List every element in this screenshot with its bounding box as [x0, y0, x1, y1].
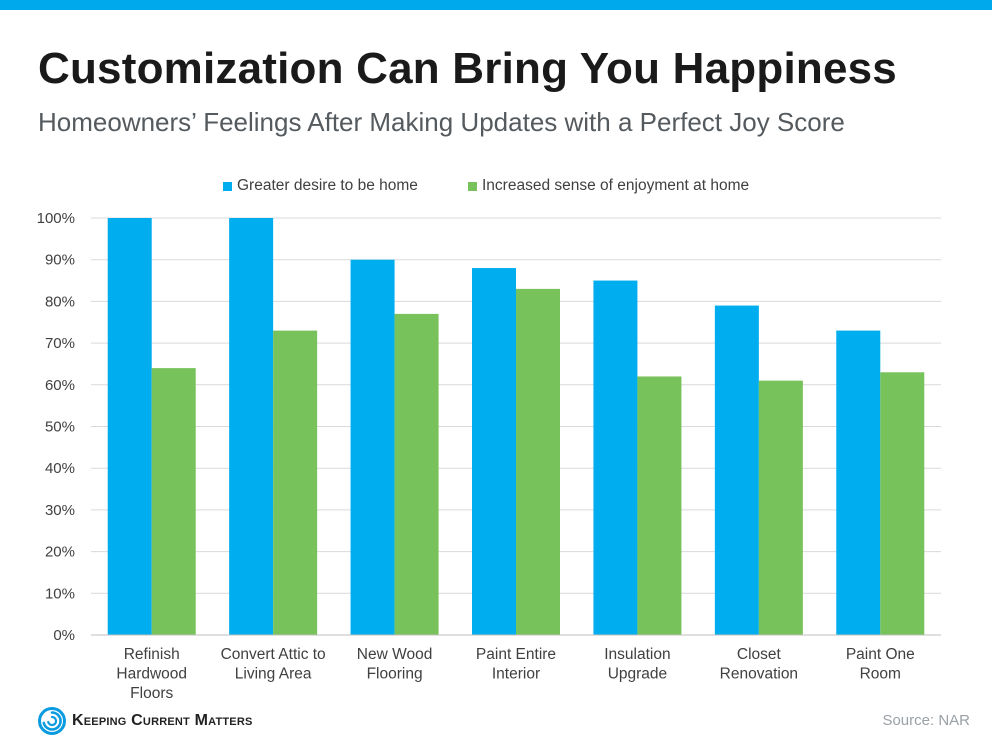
y-tick-label: 60% [45, 377, 75, 394]
bar-desire [107, 218, 152, 635]
bar-desire [229, 218, 274, 635]
y-tick-label: 40% [45, 460, 75, 477]
x-tick-label: Interior [492, 666, 540, 683]
x-tick-label: Refinish [124, 646, 180, 663]
x-tick-label: Upgrade [608, 666, 667, 683]
x-axis-labels: Refinish Hardwood Floors Convert Attic to Li… [116, 646, 914, 702]
y-tick-label: 80% [45, 293, 75, 310]
page-title: Customization Can Bring You Happiness [38, 44, 897, 93]
legend-swatch-blue [223, 181, 232, 191]
bar-enjoyment [758, 380, 803, 635]
y-tick-label: 10% [45, 585, 75, 602]
bar-enjoyment [637, 376, 682, 635]
x-tick-label: Floors [130, 685, 173, 702]
x-tick-label: Room [860, 666, 901, 683]
x-tick-label: Convert Attic to [221, 646, 326, 663]
x-tick-label: Insulation [604, 646, 670, 663]
chart-legend: Greater desire to be home Increased sens… [0, 177, 992, 197]
y-tick-label: 50% [45, 419, 75, 436]
bar-desire [836, 330, 881, 635]
bar-enjoyment [151, 368, 196, 635]
bar-desire [593, 280, 638, 635]
kcm-logo-text: Keeping Current Matters [72, 712, 253, 729]
y-axis-ticks: 0% 10% 20% 30% 40% 50% 60% 70% 80% 90% 100% [37, 210, 75, 644]
bar-desire [472, 268, 516, 635]
legend-label-desire: Greater desire to be home [237, 177, 418, 194]
top-accent-bar [0, 0, 992, 10]
legend-item-desire: Greater desire to be home [223, 177, 418, 195]
source-note: Source: NAR [882, 712, 970, 729]
bar-desire [714, 305, 759, 635]
bar-enjoyment [880, 372, 925, 635]
bar-enjoyment [394, 313, 439, 635]
x-tick-label: Renovation [720, 666, 798, 683]
x-tick-label: Closet [737, 646, 782, 663]
bar-enjoyment [273, 330, 318, 635]
kcm-swirl-icon [38, 707, 66, 735]
legend-item-enjoyment: Increased sense of enjoyment at home [468, 177, 749, 195]
x-tick-label: Hardwood [116, 666, 187, 683]
y-tick-label: 100% [37, 210, 75, 227]
x-tick-label: New Wood [357, 646, 433, 663]
y-tick-label: 70% [45, 335, 75, 352]
bar-desire [350, 259, 395, 635]
bar-enjoyment [516, 288, 560, 635]
page-subtitle: Homeowners’ Feelings After Making Update… [38, 107, 845, 137]
kcm-logo: Keeping Current Matters [38, 707, 253, 735]
x-tick-label: Living Area [235, 666, 312, 683]
bars [107, 218, 925, 635]
x-tick-label: Flooring [367, 666, 423, 683]
x-tick-label: Paint Entire [476, 646, 556, 663]
x-tick-label: Paint One [846, 646, 915, 663]
y-tick-label: 30% [45, 502, 75, 519]
legend-swatch-green [468, 181, 477, 191]
legend-label-enjoyment: Increased sense of enjoyment at home [482, 177, 750, 194]
y-tick-label: 90% [45, 252, 75, 269]
y-tick-label: 0% [53, 627, 75, 644]
y-tick-label: 20% [45, 544, 75, 561]
